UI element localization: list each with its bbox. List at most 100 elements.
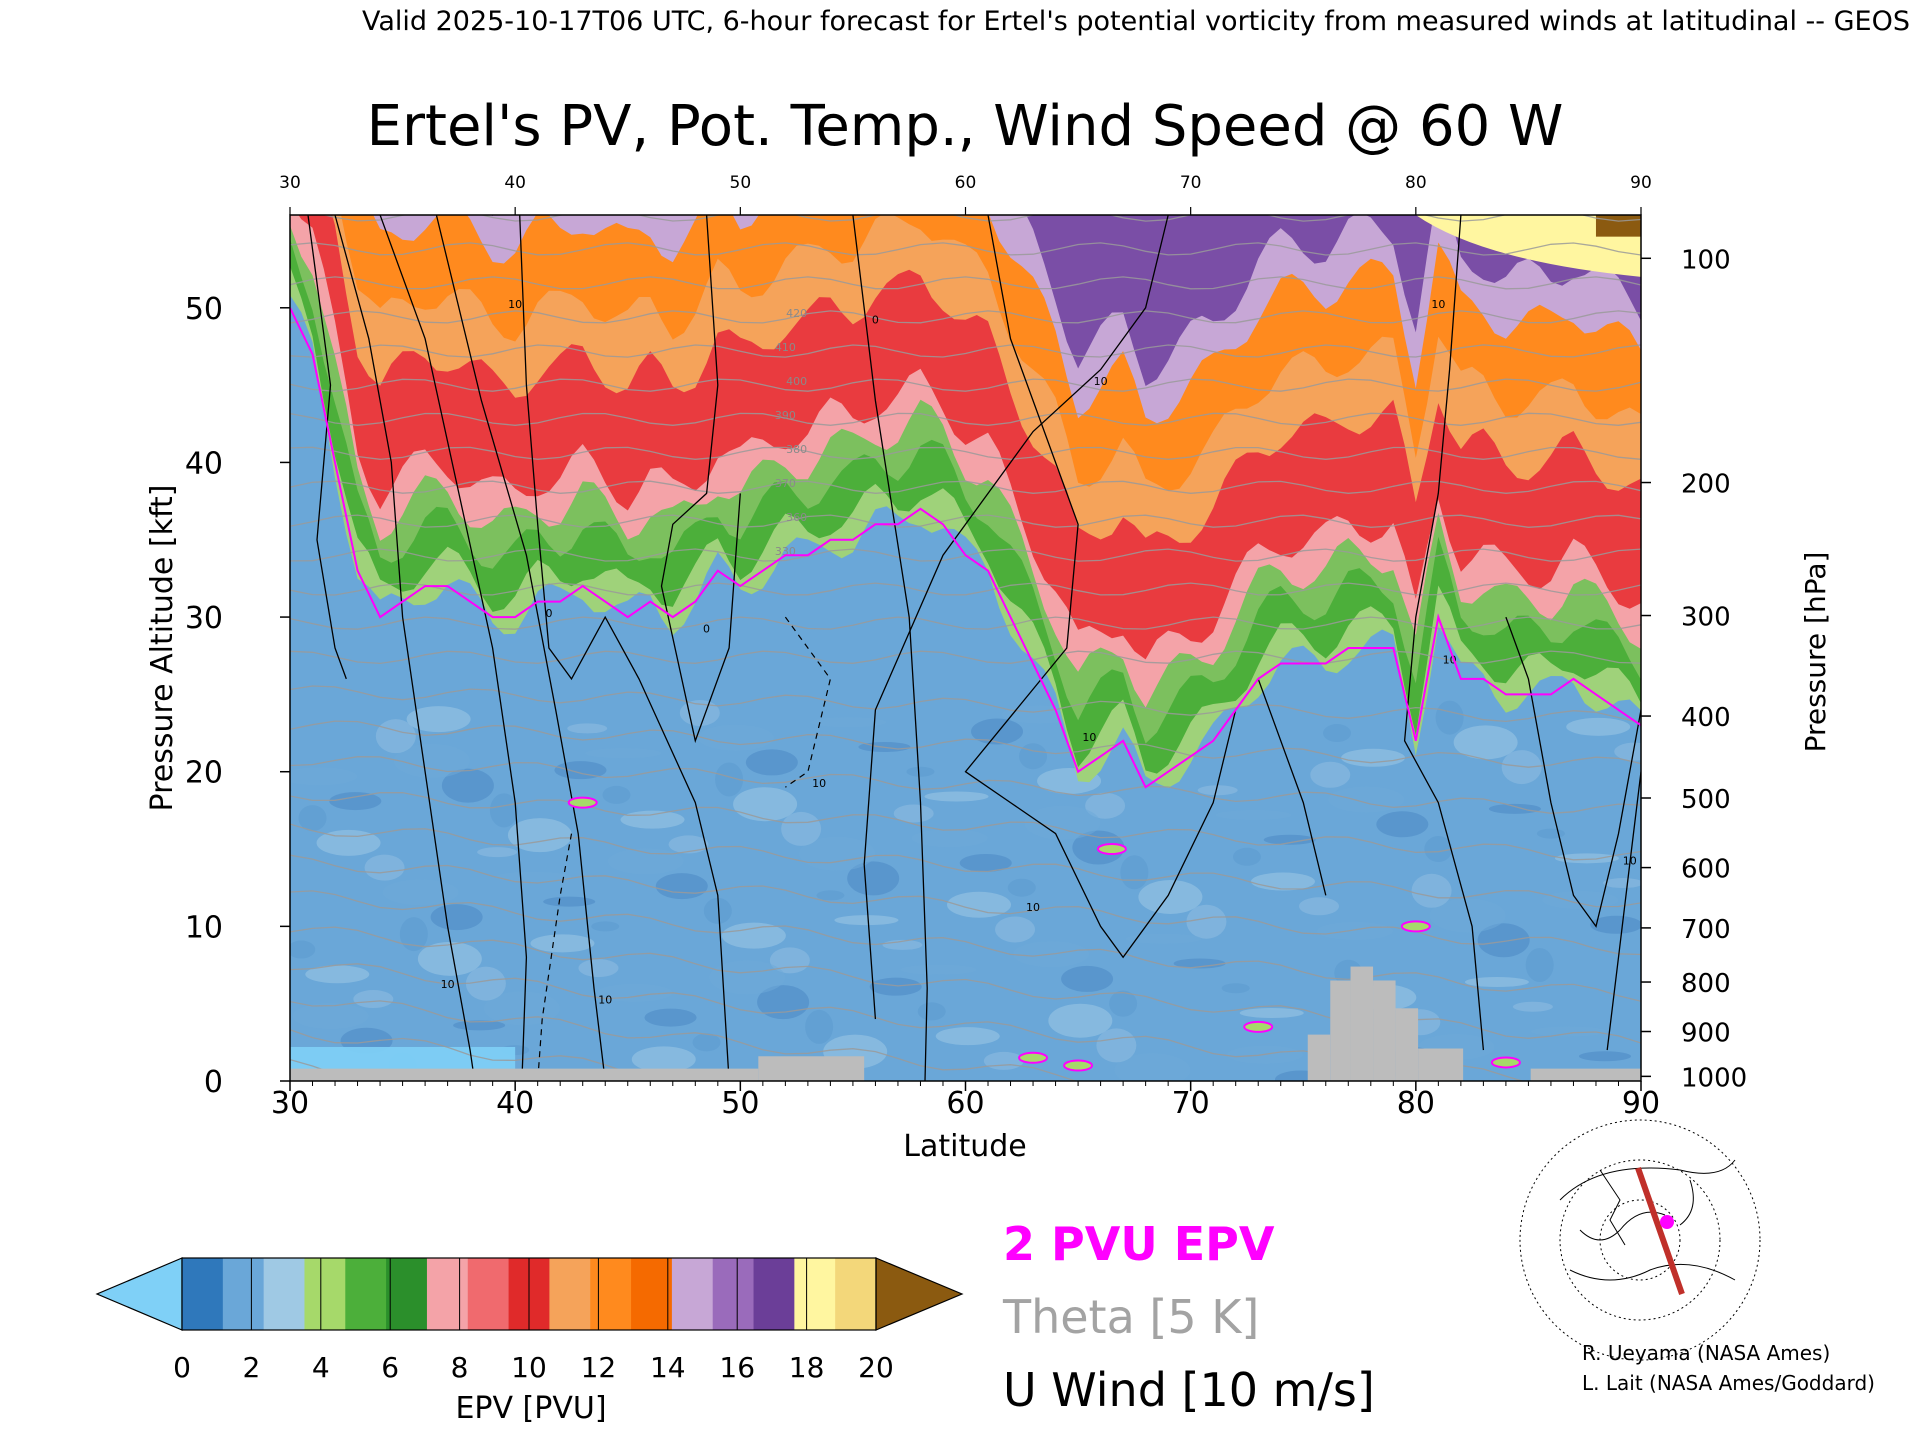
pressure-tick-label: 900 bbox=[1681, 1019, 1731, 1049]
epv-patch bbox=[959, 853, 1012, 872]
pv2-island bbox=[567, 796, 598, 809]
pv2-island bbox=[1096, 843, 1127, 856]
epv-patch bbox=[1317, 921, 1394, 940]
epv-patch bbox=[329, 792, 382, 811]
epv-patch bbox=[1138, 879, 1203, 914]
epv-patch bbox=[430, 904, 483, 931]
epv-patch bbox=[585, 748, 662, 759]
y-tick-label: 30 bbox=[185, 601, 223, 636]
epv-patch bbox=[1085, 792, 1126, 819]
x-tick-label: 70 bbox=[1172, 1086, 1210, 1121]
colorbar-tick-label: 18 bbox=[789, 1351, 825, 1384]
epv-patch bbox=[1221, 983, 1250, 994]
wind-contour-label: 10 bbox=[1431, 298, 1445, 311]
wind-contour-negative bbox=[784, 616, 832, 788]
theta-contour bbox=[290, 310, 1641, 324]
epv-patch bbox=[1554, 853, 1619, 864]
pv2-island bbox=[1490, 1056, 1521, 1069]
epv-patch bbox=[1250, 872, 1315, 891]
theta-contour bbox=[290, 720, 1641, 768]
epv-patch bbox=[1512, 1001, 1553, 1012]
y-tick-label: 20 bbox=[185, 756, 223, 791]
epv-patch bbox=[602, 785, 631, 804]
colorbar-tick-label: 10 bbox=[511, 1351, 547, 1384]
colorbar-swatch bbox=[222, 1258, 265, 1330]
theta-label: 380 bbox=[786, 443, 807, 456]
terrain-block bbox=[1350, 966, 1374, 1081]
epv-patch bbox=[1096, 1028, 1137, 1063]
epv-patch bbox=[406, 706, 471, 733]
epv-patch bbox=[644, 1008, 697, 1027]
colorbar-swatch bbox=[549, 1258, 591, 1330]
terrain bbox=[290, 966, 1641, 1081]
colorbar-tick-label: 4 bbox=[312, 1351, 330, 1384]
epv-colorbar: 0 2 4 6 8 10 12 14 16 18 20 bbox=[95, 1257, 964, 1384]
epv-patch bbox=[983, 1051, 1024, 1070]
epv-patch bbox=[495, 871, 572, 882]
wind-contour bbox=[519, 215, 730, 1081]
theta-contour bbox=[290, 756, 1641, 814]
epv-patch bbox=[465, 966, 506, 1001]
epv-patch bbox=[1536, 828, 1565, 839]
x-top-tick-label: 70 bbox=[1180, 173, 1202, 193]
epv-field bbox=[290, 215, 1641, 1081]
epv-patch bbox=[1007, 878, 1036, 897]
colorbar-swatch bbox=[671, 1258, 714, 1330]
epv-patch bbox=[810, 717, 887, 728]
epv-patch bbox=[290, 940, 316, 959]
epv-patch bbox=[393, 743, 470, 778]
wind-contour-label: 10 bbox=[598, 994, 612, 1007]
epv-patch bbox=[1566, 717, 1631, 736]
wind-contour-label: 10 bbox=[441, 978, 455, 991]
colorbar-swatch bbox=[753, 1258, 795, 1330]
colorbar-tick-label: 0 bbox=[173, 1351, 191, 1384]
epv-patch bbox=[1299, 897, 1340, 916]
y-tick-label: 0 bbox=[204, 1065, 223, 1100]
epv-patch bbox=[417, 941, 482, 976]
y-tick-label: 50 bbox=[185, 292, 223, 327]
colorbar-swatch bbox=[345, 1258, 387, 1330]
epv-patch bbox=[1120, 855, 1149, 890]
x-axis-label: Latitude bbox=[903, 1129, 1026, 1164]
terrain-block bbox=[1530, 1068, 1641, 1081]
epv-patch bbox=[1376, 811, 1429, 838]
wind-contour bbox=[379, 215, 528, 1081]
wind-contour-label: 10 bbox=[1623, 855, 1637, 868]
pressure-tick-label: 700 bbox=[1681, 915, 1731, 945]
pressure-tick-label: 600 bbox=[1681, 855, 1731, 885]
epv-patch bbox=[1186, 904, 1227, 939]
colorbar-swatch bbox=[631, 1258, 673, 1330]
colorbar-tick-label: 16 bbox=[719, 1351, 755, 1384]
x-top-tick-label: 40 bbox=[504, 173, 526, 193]
colorbar-max-arrow bbox=[875, 1257, 964, 1331]
epv-patch bbox=[947, 891, 1012, 918]
pv2-island bbox=[1063, 1059, 1094, 1072]
terrain-block bbox=[1395, 1008, 1419, 1081]
wind-contour-negative bbox=[537, 833, 573, 1081]
epv-patch bbox=[607, 848, 684, 875]
epv-patch bbox=[733, 787, 798, 822]
epv-patch bbox=[353, 990, 394, 1009]
wind-contour bbox=[307, 215, 347, 680]
epv-patch bbox=[1542, 891, 1619, 910]
epv-patch bbox=[620, 810, 685, 829]
epv-patch bbox=[1590, 915, 1641, 934]
epv-patch bbox=[399, 917, 428, 952]
colorbar-swatch bbox=[182, 1258, 224, 1330]
terrain-block bbox=[758, 1056, 865, 1081]
terrain-block bbox=[1330, 980, 1351, 1081]
pressure-tick-label: 1000 bbox=[1681, 1063, 1747, 1093]
theta-contour bbox=[290, 480, 1641, 494]
epv-band bbox=[290, 215, 1641, 424]
epv-patch bbox=[995, 916, 1036, 943]
epv-patch bbox=[816, 890, 845, 901]
x-top-tick-label: 80 bbox=[1405, 173, 1427, 193]
epv-patch bbox=[721, 922, 786, 949]
pv2-island bbox=[1400, 920, 1431, 933]
wind-contour bbox=[660, 215, 741, 744]
theta-contour bbox=[322, 215, 1641, 222]
theta-label: 390 bbox=[775, 409, 796, 422]
theta-contour bbox=[290, 276, 1641, 290]
x-top-tick-label: 30 bbox=[279, 173, 301, 193]
pv2-line bbox=[290, 307, 1641, 789]
